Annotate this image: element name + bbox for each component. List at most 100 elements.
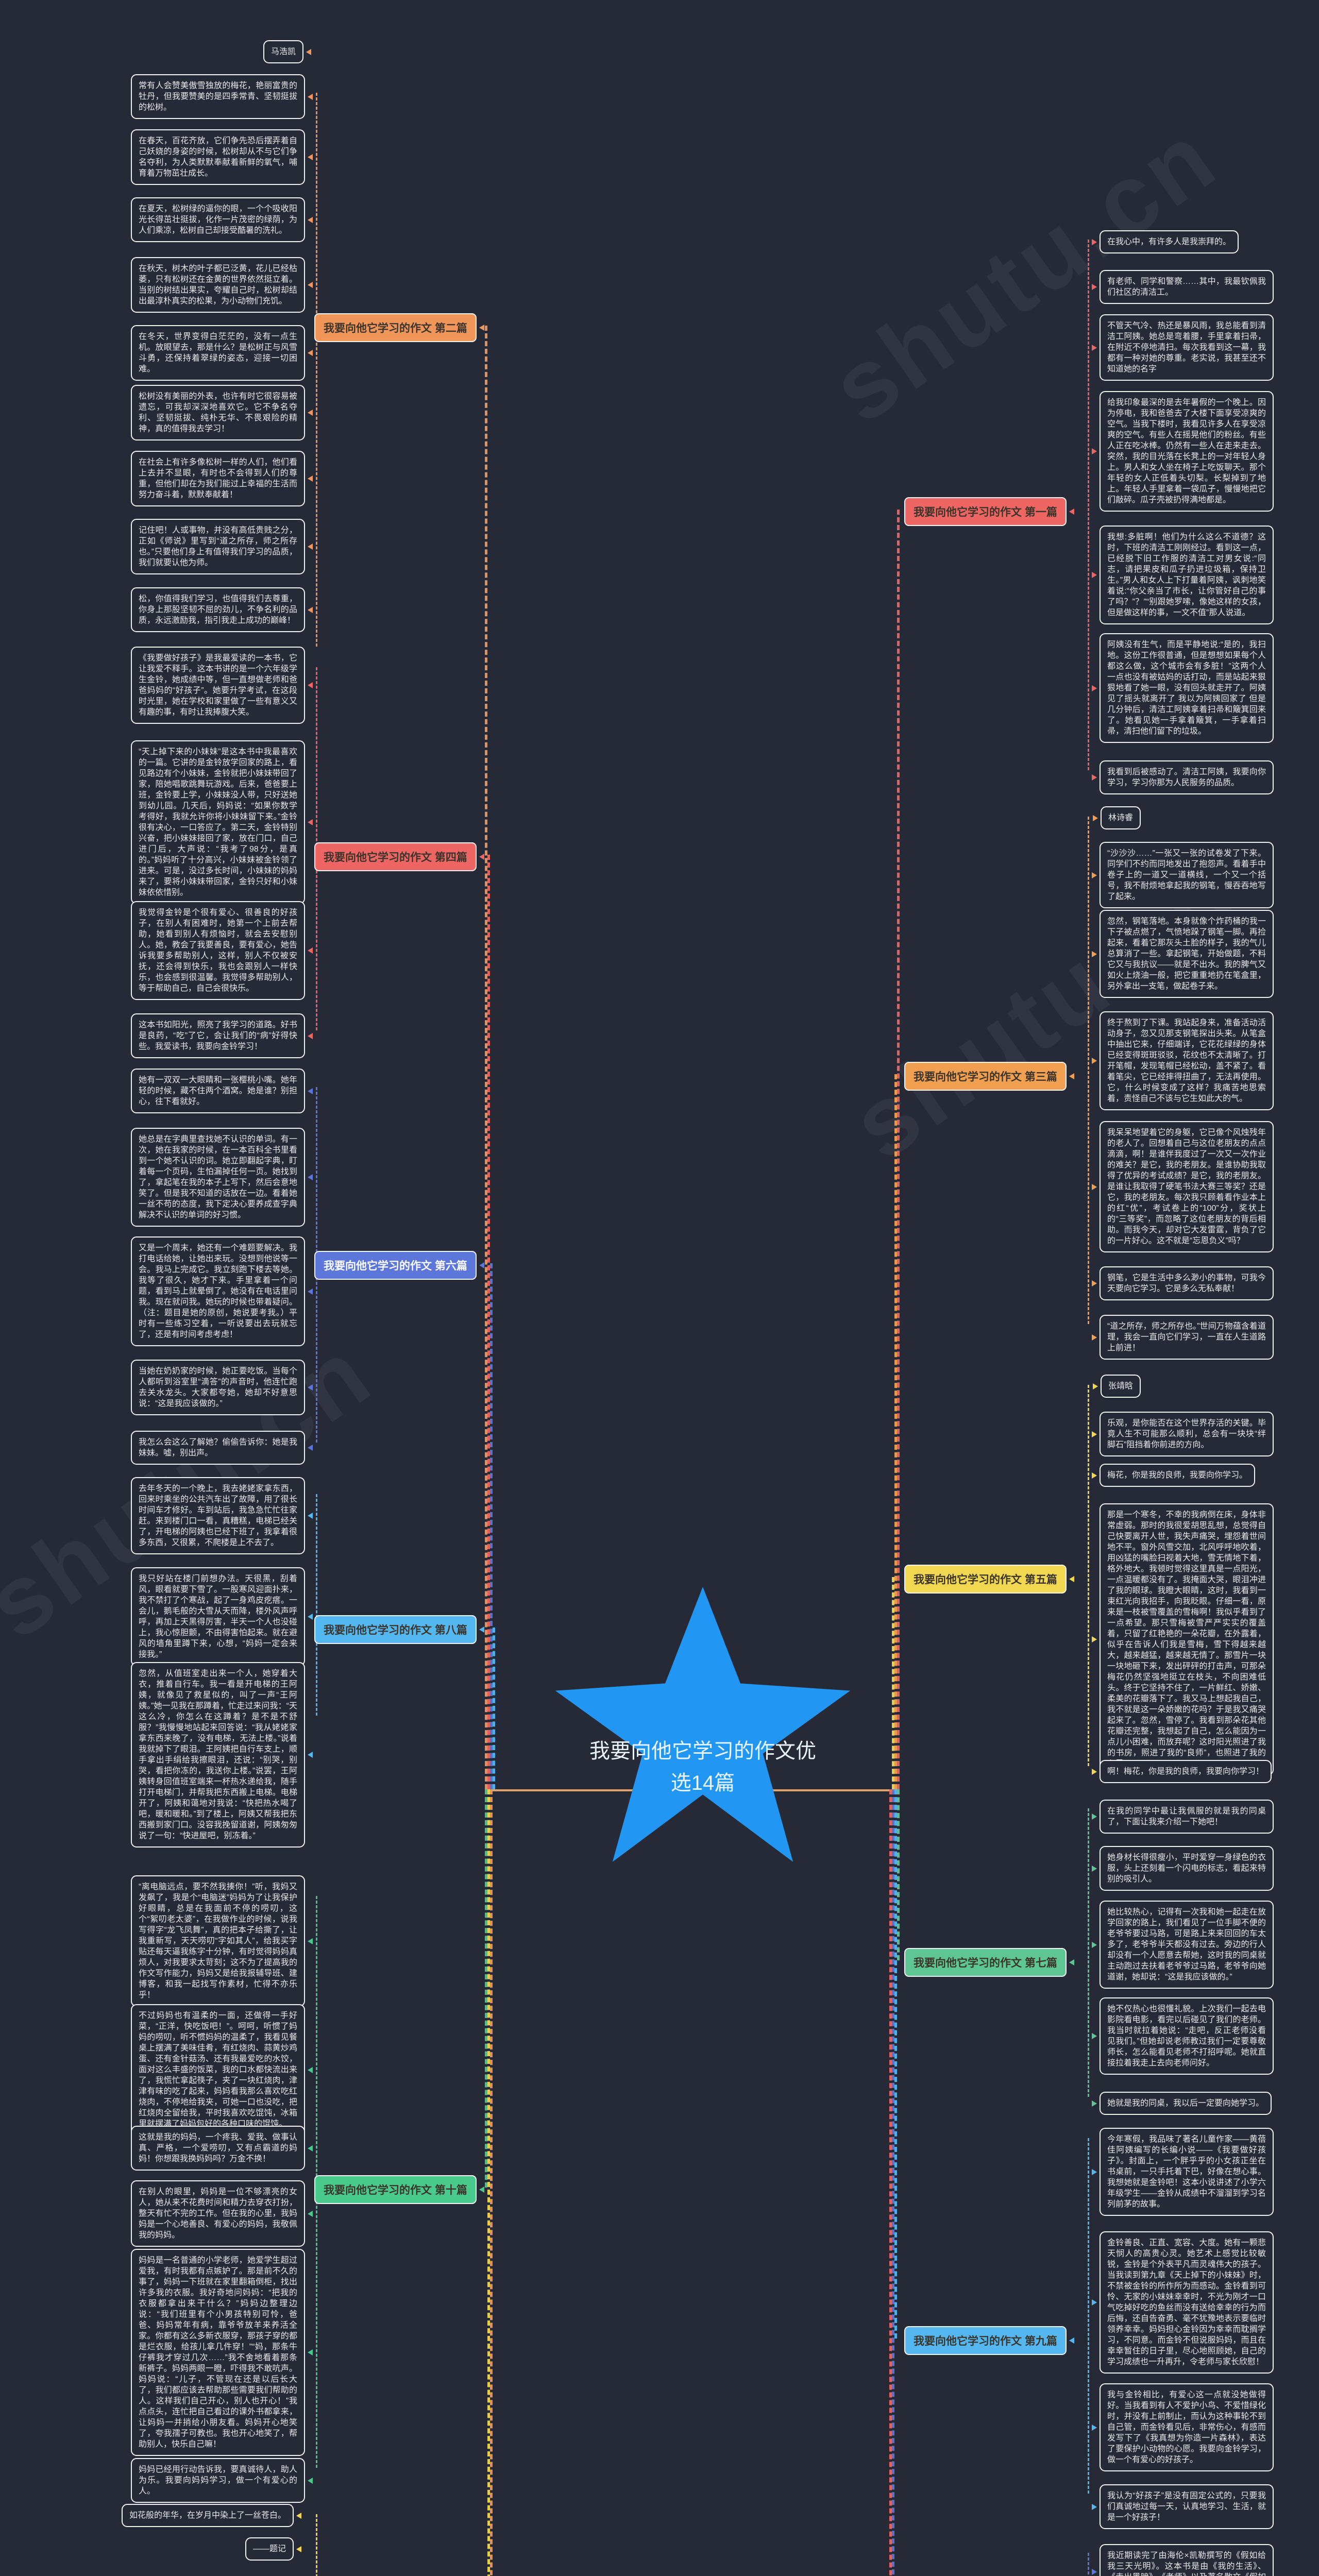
paragraph-node[interactable]: 不管天气冷、热还是暴风雨，我总能看到清洁工阿姨。她总是弯着腰，手里拿着扫帚，在附… [1092,314,1274,381]
paragraph-node[interactable]: 去年冬天的一个晚上，我去姥姥家拿东西，回来时乘坐的公共汽车出了故障，用了很长时间… [131,1477,313,1554]
arrow-icon [308,2066,313,2073]
paragraph-node[interactable]: 乐观，是你能否在这个世界存活的关键。毕竟人生不可能那么顺利，总会有一块块“绊脚石… [1092,1412,1274,1456]
paragraph-node[interactable]: 啊！梅花，你是我的良师，我要向你学习！ [1092,1760,1272,1783]
branch-label[interactable]: 我要向他它学习的作文 第八篇 [314,1615,484,1644]
paragraph-node[interactable]: 终于熬到了下课。我站起身来，准备活动活动身子，忽又见那支钢笔探出头来。从笔盒中抽… [1092,1011,1274,1110]
paragraph-node[interactable]: 阿姨没有生气，而是平静地说:“是的，我扫地。这份工作很普通，但是想想如果每个人都… [1092,633,1274,743]
paragraph-node[interactable]: 我觉得金铃是个很有爱心、很善良的好孩子，在别人有困难时，她第一个上前去帮助，她看… [131,901,313,1000]
paragraph-node[interactable]: 在别人的眼里，妈妈是一位不够漂亮的女人，她从来不花费时间和精力去穿衣打扮，整天有… [131,2180,313,2247]
arrow-icon [308,2145,313,2151]
branch-label[interactable]: 我要向他它学习的作文 第十篇 [314,2175,484,2204]
paragraph-node[interactable]: 我与金铃相比，有爱心这一点就没她做得好。当我看到有人不爱护小鸟、不爱惜绿化时，并… [1092,2383,1274,2471]
paragraph-node[interactable]: 这本书如阳光，照亮了我学习的道路。好书是良药，“吃”了它，会让我们的“病”好得快… [131,1013,313,1058]
paragraph-node[interactable]: 她不仅热心也很懂礼貌。上次我们一起去电影院看电影，看完以后碰见了我们的老师。我当… [1092,1997,1274,2075]
paragraph-node[interactable]: 当她在奶奶家的时候，她正要吃饭。当每个人都听到浴室里“滴答”的声音时，他连忙跑去… [131,1360,313,1415]
paragraph-node[interactable]: 给我印象最深的是去年暑假的一个晚上。因为停电，我和爸爸去了大楼下面享受凉爽的空气… [1092,391,1274,512]
paragraph-node[interactable]: 今年寒假，我品味了著名儿童作家——黄蓓佳阿姨编写的长编小说——《我要做好孩子》。… [1092,2128,1274,2216]
arrow-icon [308,1088,313,1094]
arrow-icon [308,606,313,613]
paragraph-node[interactable]: 我看到后被感动了。清洁工阿姨，我要向你学习，学习你那为人民服务的品质。 [1092,760,1274,794]
paragraph-node[interactable]: “天上掉下来的小妹妹”是这本书中我最喜欢的一篇。它讲的是金铃放学回家的路上，看见… [131,740,313,904]
arrow-icon [1069,1576,1074,1582]
author-node[interactable]: 马浩凯 [263,40,311,63]
branch-label[interactable]: 我要向他它学习的作文 第五篇 [904,1565,1074,1594]
paragraph-node[interactable]: 在我的同学中最让我佩服的就是我的同桌了，下面让我来介绍一下她吧！ [1092,1800,1274,1834]
paragraph-node[interactable]: “沙沙沙……”一张又一张的试卷发了下来。同学们不约而同地发出了抱怨声。看着手中卷… [1092,842,1274,908]
arrow-icon [479,2187,484,2193]
paragraph-node[interactable]: 妈妈是一名普通的小学老师，她爱学生超过爱我，有时我都有点嫉妒了。那是前不久的事了… [131,2249,313,2456]
paragraph-node[interactable]: 在春天，百花齐放，它们争先恐后摆弄着自己妖娆的身姿的时候，松树却从不与它们争名夺… [131,129,313,185]
paragraph-node[interactable]: 常有人会赞美傲雪独放的梅花，艳丽富贵的牡丹，但我要赞美的是四季常青、坚韧挺拔的松… [131,74,313,119]
paragraph-node[interactable]: 我只好站在楼门前想办法。天很黑，刮着风，眼看就要下雪了。一股寒风迎面扑来，我不禁… [131,1567,313,1666]
paragraph-node[interactable]: 不过妈妈也有温柔的一面，还做得一手好菜，“正洋，快吃饭吧！”。呵呵，听惯了妈妈的… [131,2004,313,2136]
author-node[interactable]: 张靖晗 [1093,1375,1141,1398]
paragraph-node[interactable]: 妈妈已经用行动告诉我，要真诚待人，助人为乐。我要向妈妈学习，做一个有爱心的人。 [131,2458,313,2503]
connector-line [1088,1808,1089,2097]
arrow-icon [308,1614,313,1620]
connector-line [487,1789,490,2576]
paragraph-node[interactable]: 在社会上有许多像松树一样的人们，他们看上去并不显眼，有时也不会得到人们的尊重，但… [131,451,313,506]
arrow-icon [308,819,313,825]
paragraph-node[interactable]: 她就是我的同桌，我以后一定要向她学习。 [1092,2092,1272,2115]
paragraph-node[interactable]: 我近期读完了由海伦×凯勒撰写的《假如给我三天光明》。这本书是由《我的生活》、《走… [1092,2544,1274,2576]
central-star-shape[interactable] [555,1587,851,1862]
paragraph-node[interactable]: 忽然，从值班室走出来一个人，她穿着大衣，推着自行车。我一看是开电梯的王阿姨，就像… [131,1662,313,1848]
arrow-icon [1092,1280,1097,1286]
paragraph-node[interactable]: 这就是我的妈妈，一个疼我、爱我、做事认真、严格，一个爱唠叨，又有点霸道的妈妈！你… [131,2126,313,2171]
paragraph-node[interactable]: 松树没有美丽的外表，也许有时它很容易被遗忘，可我却深深地喜欢它。它不争名夺利、坚… [131,385,313,440]
arrow-icon [1092,1334,1097,1341]
branch-label[interactable]: 我要向他它学习的作文 第一篇 [904,497,1074,526]
paragraph-node[interactable]: ——题记 [245,2537,301,2561]
branch-label[interactable]: 我要向他它学习的作文 第二篇 [314,313,484,342]
connector-line [892,1789,894,2576]
branch-label[interactable]: 我要向他它学习的作文 第四篇 [314,842,484,871]
paragraph-node[interactable]: 我认为“好孩子”是没有固定公式的，只要我们真诚地过每一天，认真地学习、生活，就是… [1092,2484,1274,2529]
paragraph-node[interactable]: 她身材长得很瘦小，平时爱穿一身绿色的衣服，头上还刻着一个闪电的标志，看起来特别的… [1092,1846,1274,1891]
paragraph-node[interactable]: 如花般的年华，在岁月中染上了一丝苍白。 [121,2504,301,2527]
paragraph-node[interactable]: 她比较热心，记得有一次我和她一起走在放学回家的路上，我们看见了一位手脚不便的老爷… [1092,1901,1274,1989]
paragraph-node[interactable]: 忽然，钢笔落地。本身就像个炸药桶的我一下子被点燃了，气愤地跺了钢笔一脚。再捡起来… [1092,910,1274,998]
branch-label[interactable]: 我要向他它学习的作文 第六篇 [314,1251,484,1280]
arrow-icon [308,1445,313,1451]
branch-label[interactable]: 我要向他它学习的作文 第三篇 [904,1062,1074,1091]
arrow-icon [1092,1865,1097,1872]
paragraph-node[interactable]: 又是一个周末，她还有一个难题要解决。我打电话给她，让她出来玩。没想到他说等一会。… [131,1236,313,1346]
connector-line [316,1494,317,1716]
paragraph-node[interactable]: 《我要做好孩子》是我最爱读的一本书，它让我爱不释手。这本书讲的是一个六年级学生金… [131,647,313,724]
author-node[interactable]: 林诗睿 [1093,806,1141,829]
arrow-icon [1092,1183,1097,1190]
paragraph-node[interactable]: “离电脑远点，要不然我揍你！”听，我妈又发飙了，我是个“电脑迷”妈妈为了让我保护… [131,1875,313,2007]
arrow-icon [1092,1814,1097,1820]
paragraph-node[interactable]: 梅花，你是我的良师，我要向你学习。 [1092,1464,1256,1487]
paragraph-node[interactable]: 在我心中，有许多人是我崇拜的。 [1092,230,1239,253]
paragraph-node[interactable]: 松，你值得我们学习，也值得我们去尊重，你身上那股坚韧不屈的劲儿，不争名利的品质，… [131,587,313,632]
paragraph-node[interactable]: 有老师、同学和警察……其中，我最钦佩我们社区的清洁工。 [1092,270,1274,304]
paragraph-node[interactable]: 她总是在字典里查找她不认识的单词。有一次，她在我家的时候，在一本百科全书里看到一… [131,1128,313,1227]
arrow-icon [479,1626,484,1633]
paragraph-node[interactable]: 记住吧！人或事物，并没有高低贵贱之分，正如《师说》里写到“道之所存，师之所存也。… [131,519,313,574]
paragraph-node[interactable]: 在夏天，松树绿的逼你的眼，一个个吸收阳光长得茁壮挺拔，化作一片茂密的绿荫，为人们… [131,197,313,242]
arrow-icon [1092,2100,1097,2107]
paragraph-node[interactable]: 在秋天，树木的叶子都已泛黄，花儿已经枯萎，只有松树还在金黄的世界依然挺立着。当别… [131,257,313,313]
paragraph-node[interactable]: 我怎么会这么了解她？偷偷告诉你：她是我妹妹。嘘，别出声。 [131,1431,313,1465]
arrow-icon [296,2512,301,2519]
arrow-icon [1092,685,1097,691]
paragraph-node[interactable]: 她有一双双一大眼睛和一张樱桃小嘴。她年轻的时候，藏不住两个酒窝。她是谁？别担心，… [131,1069,313,1113]
branch-label[interactable]: 我要向他它学习的作文 第九篇 [904,2326,1074,2355]
paragraph-node[interactable]: 我呆呆地望着它的身躯，它已像个风烛残年的老人了。回想着自己与这位老朋友的点点滴滴… [1092,1121,1274,1252]
paragraph-node[interactable]: 我想:多脏啊！他们为什么这么不道德？这时，下班的清洁工刚刚经过。看到这一点，已经… [1092,526,1274,624]
arrow-icon [479,854,484,860]
paragraph-node[interactable]: 金铃善良、正直、宽容、大度。她有一颗悲天悯人的高贵心灵。她艺术上感觉比较敏锐，金… [1092,2231,1274,2374]
paragraph-node[interactable]: 在冬天，世界变得白茫茫的，没有一点生机。放眼望去，那是什么？是松树正与风雪斗勇，… [131,325,313,381]
arrow-icon [1092,572,1097,578]
paragraph-node[interactable]: “道之所存，师之所存也。”世间万物蕴含着道理，我会一直向它们学习，一直在人生道路… [1092,1315,1274,1360]
branch-label[interactable]: 我要向他它学习的作文 第七篇 [904,1948,1074,1977]
connector-line [485,1789,487,2188]
paragraph-node[interactable]: 钢笔，它是生活中多么渺小的事物，可我今天要向它学习。它是多么无私奉献！ [1092,1266,1274,1300]
paragraph-node[interactable]: 那是一个寒冬，不幸的我病倒在床，身体非常虚弱。那时的我很爱胡思乱想，总觉得自己快… [1092,1503,1274,1775]
